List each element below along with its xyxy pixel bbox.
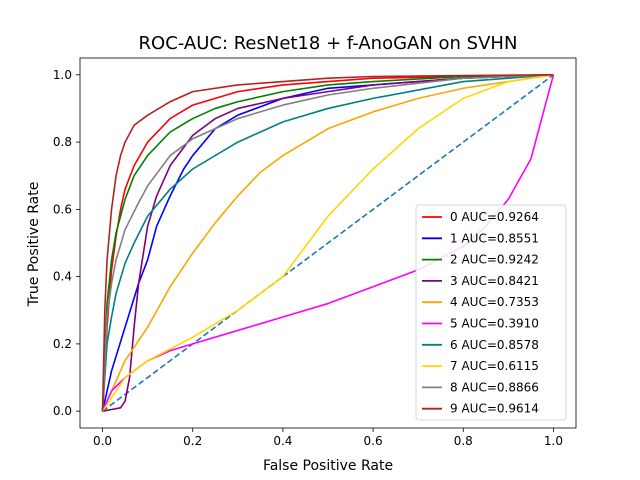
y-tick-label: 1.0 <box>53 68 72 82</box>
y-tick-label: 0.8 <box>53 135 72 149</box>
legend-label: 9 AUC=0.9614 <box>450 402 539 416</box>
roc-curve-class-8 <box>101 74 554 412</box>
roc-curve-class-7 <box>101 74 554 412</box>
x-tick-label: 0.0 <box>93 434 112 448</box>
y-tick-label: 0.4 <box>53 270 72 284</box>
legend: 0 AUC=0.9264 1 AUC=0.8551 2 AUC=0.9242 3 AU… <box>415 204 567 421</box>
x-tick-label: 0.4 <box>273 434 292 448</box>
chart-title: ROC-AUC: ResNet18 + f-AnoGAN on SVHN <box>139 33 518 54</box>
legend-label: 4 AUC=0.7353 <box>450 295 539 309</box>
x-tick-label: 0.2 <box>183 434 202 448</box>
roc-curve-class-6 <box>101 74 554 412</box>
x-tick-label: 1.0 <box>544 434 563 448</box>
y-tick-label: 0.0 <box>53 404 72 418</box>
legend-label: 2 AUC=0.9242 <box>450 253 539 267</box>
y-tick-label: 0.6 <box>53 202 72 216</box>
legend-label: 1 AUC=0.8551 <box>450 231 539 245</box>
chance-diagonal-line <box>102 74 554 412</box>
y-tick-label: 0.2 <box>53 337 72 351</box>
roc-curve-class-3 <box>102 74 554 412</box>
legend-label: 6 AUC=0.8578 <box>450 338 539 352</box>
legend-label: 7 AUC=0.6115 <box>450 359 539 373</box>
legend-label: 8 AUC=0.8866 <box>450 380 539 394</box>
x-tick-label: 0.6 <box>364 434 383 448</box>
roc-curve-class-4 <box>101 74 554 412</box>
legend-box <box>415 204 567 421</box>
y-axis-label: True Positive Rate <box>26 182 42 308</box>
x-axis-label: False Positive Rate <box>263 458 393 474</box>
legend-label: 5 AUC=0.3910 <box>450 317 539 331</box>
x-tick-label: 0.8 <box>454 434 473 448</box>
legend-label: 3 AUC=0.8421 <box>450 274 539 288</box>
roc-curve-class-0 <box>101 74 554 412</box>
roc-curve-class-2 <box>101 74 554 412</box>
roc-curve-class-9 <box>101 74 554 412</box>
legend-label: 0 AUC=0.9264 <box>450 210 539 224</box>
axes-frame <box>79 57 577 429</box>
roc-curve-class-1 <box>101 74 554 412</box>
